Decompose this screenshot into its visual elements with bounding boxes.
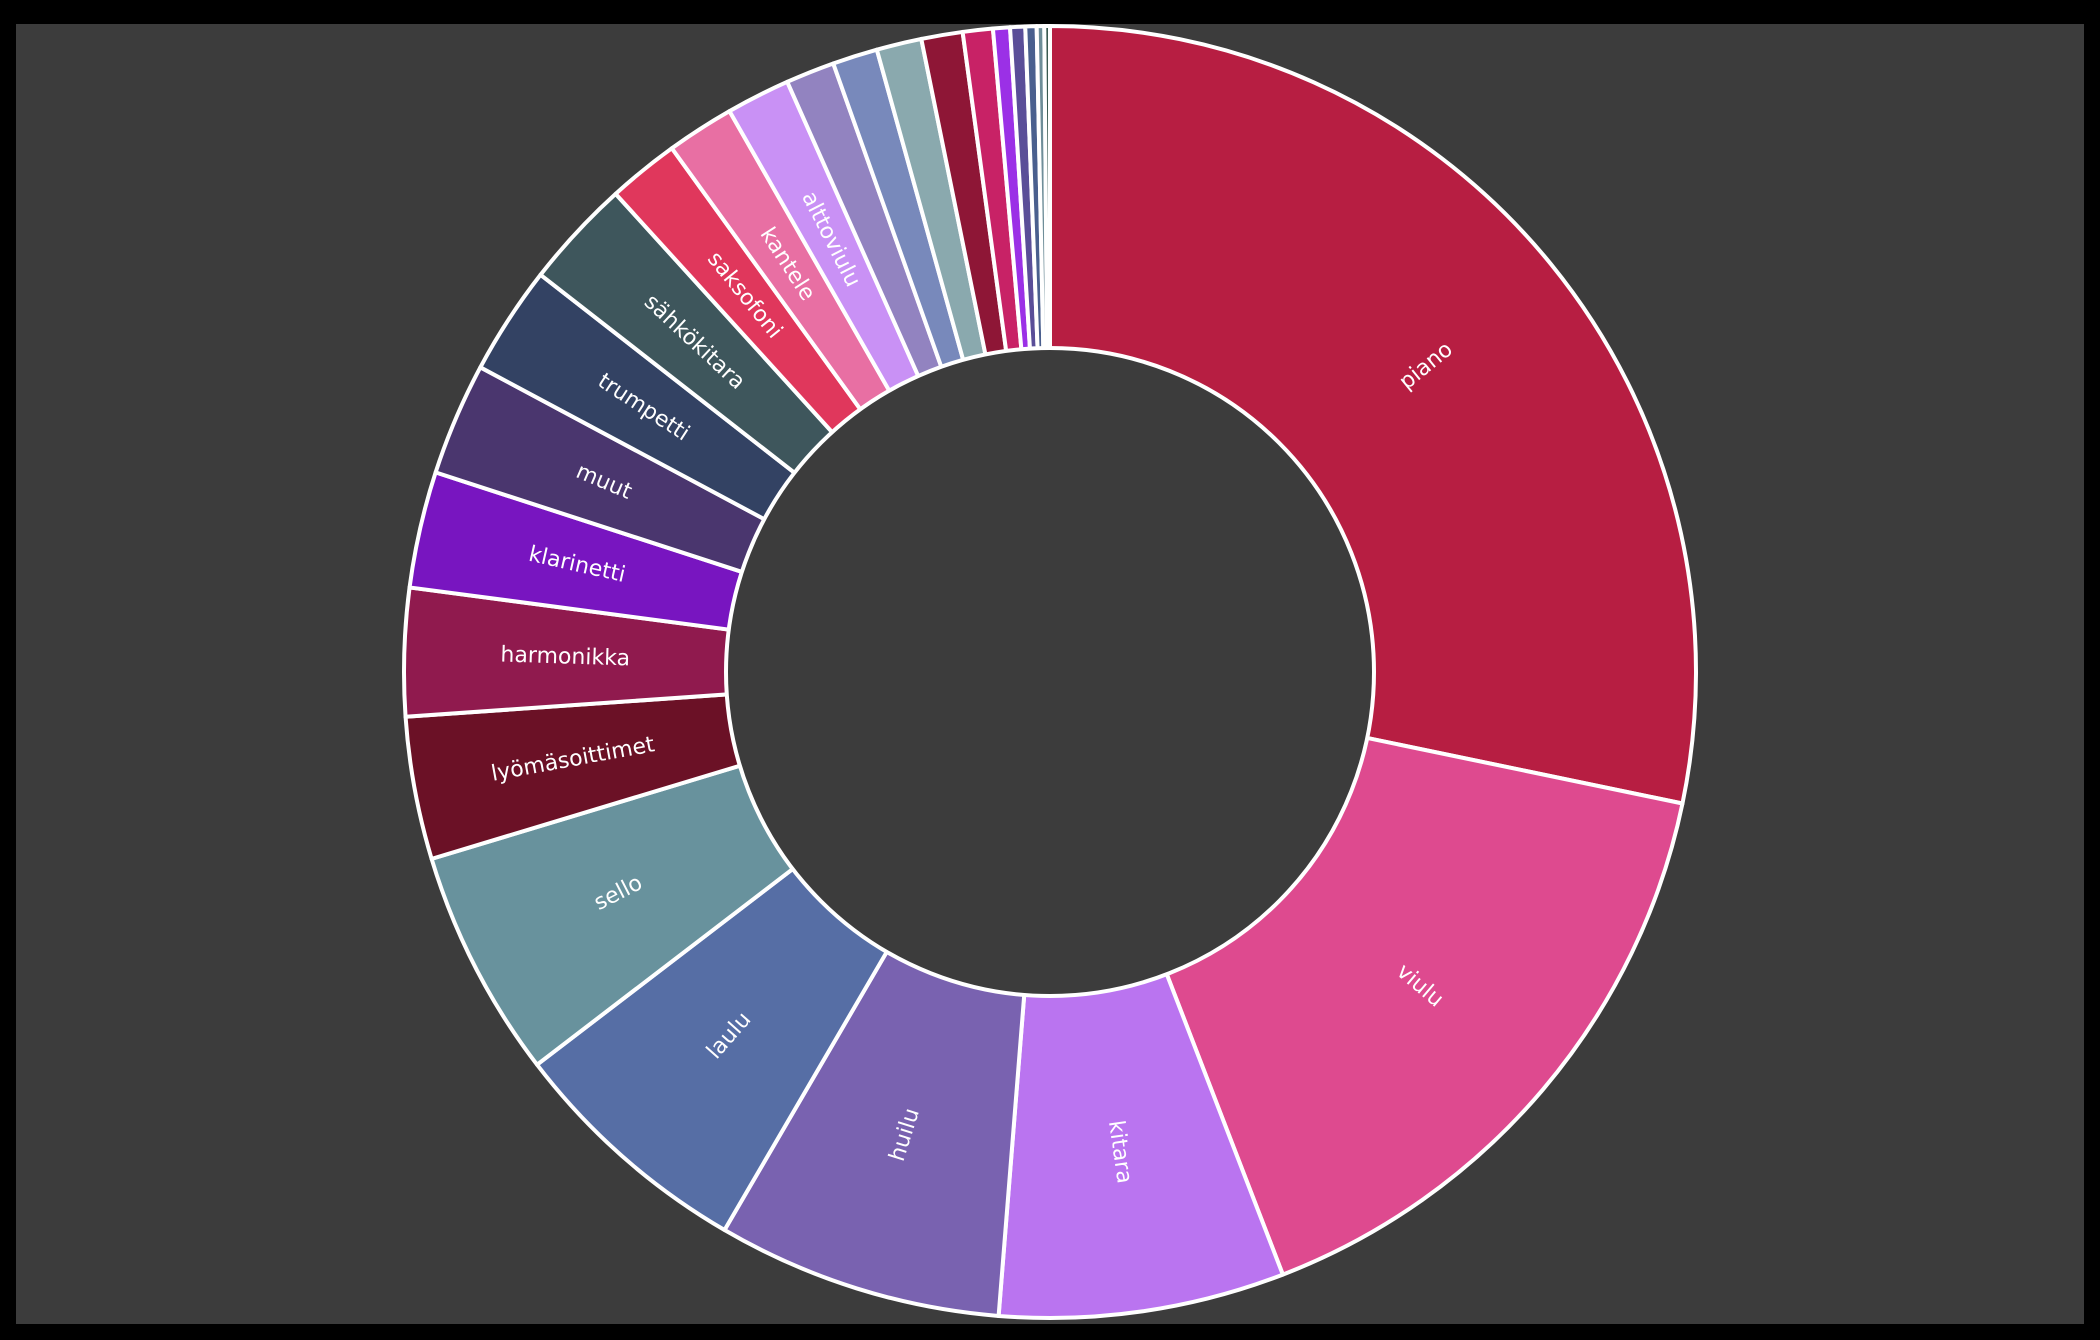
slice-label-harmonikka: harmonikka: [500, 642, 630, 671]
donut-slice-25[interactable]: [1042, 24, 1052, 674]
donut-chart: pianoviulukitarahuilulaulusellolyömäsoit…: [402, 24, 1698, 1320]
donut-hole: [724, 346, 1376, 998]
chart-panel: piano viulu kitara huilu laulu sello lyömäsoit…: [16, 24, 2084, 1324]
